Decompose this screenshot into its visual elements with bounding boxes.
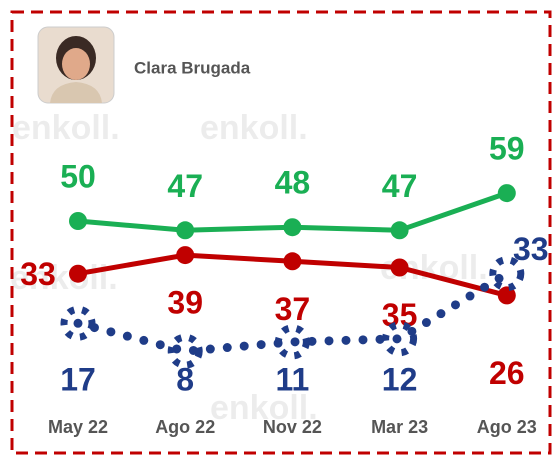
data-label: 39 bbox=[167, 285, 203, 321]
data-label: 50 bbox=[60, 158, 96, 194]
point bbox=[176, 246, 194, 264]
point bbox=[69, 212, 87, 230]
photo bbox=[38, 27, 114, 103]
x-tick-label: Ago 22 bbox=[155, 417, 215, 437]
data-label: 11 bbox=[275, 361, 309, 397]
data-label: 8 bbox=[176, 361, 194, 397]
point bbox=[69, 265, 87, 283]
point bbox=[283, 218, 301, 236]
point bbox=[498, 184, 516, 202]
data-label: 33 bbox=[20, 256, 56, 292]
point bbox=[391, 259, 409, 277]
watermark: enkoll. bbox=[12, 109, 120, 147]
person-name: Clara Brugada bbox=[134, 58, 251, 77]
chart: Clara Brugada enkoll.enkoll.enkoll.enkol… bbox=[0, 0, 557, 461]
data-label: 48 bbox=[275, 165, 311, 201]
data-label: 59 bbox=[489, 131, 525, 167]
point bbox=[391, 221, 409, 239]
x-tick-label: Nov 22 bbox=[263, 417, 322, 437]
x-tick-label: Ago 23 bbox=[477, 417, 537, 437]
point bbox=[176, 221, 194, 239]
data-label: 33 bbox=[513, 231, 549, 267]
data-label: 26 bbox=[489, 355, 525, 391]
watermark: enkoll. bbox=[200, 109, 308, 147]
x-tick-label: Mar 23 bbox=[371, 417, 428, 437]
data-label: 47 bbox=[382, 168, 418, 204]
x-tick-label: May 22 bbox=[48, 417, 108, 437]
data-label: 12 bbox=[382, 361, 418, 397]
data-label: 47 bbox=[167, 168, 203, 204]
point bbox=[283, 252, 301, 270]
data-label: 37 bbox=[275, 291, 311, 327]
data-label: 17 bbox=[60, 361, 96, 397]
